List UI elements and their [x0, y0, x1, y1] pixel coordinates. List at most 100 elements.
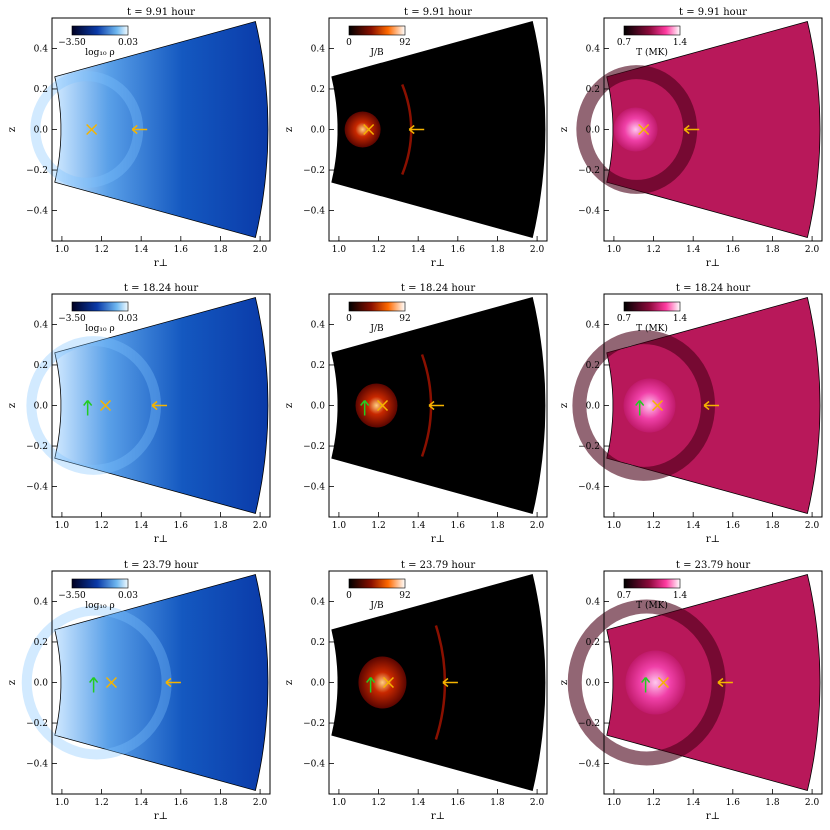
colorbar-label: T (MK) [636, 600, 668, 611]
cross-marker [99, 399, 112, 412]
x-tick-label: 1.4 [411, 798, 426, 808]
y-tick-label: 0.4 [311, 44, 326, 54]
panel-current-row-2: 1.0 1.2 1.4 1.6 1.8 2.0 r⊥ 0.4 0.2 0.0 −0.2 −0.4 z t … [284, 283, 548, 545]
colorbar-max-label: 92 [399, 314, 410, 324]
x-tick-label: 1.0 [332, 798, 347, 808]
x-tick-label: 1.8 [213, 245, 228, 255]
y-axis-label: z [284, 127, 295, 132]
x-tick-label: 1.2 [94, 798, 108, 808]
colorbar [623, 578, 681, 589]
x-tick-label: 1.6 [174, 798, 189, 808]
x-tick-label: 1.8 [490, 798, 505, 808]
panel-title: t = 9.91 hour [127, 7, 195, 18]
colorbar-label: J/B [369, 601, 384, 611]
y-axis-label: z [284, 403, 295, 408]
y-tick-label: −0.2 [578, 442, 600, 452]
green-arrow [83, 400, 93, 416]
y-tick-label: 0.4 [586, 597, 601, 607]
colorbar-max-label: 1.4 [673, 591, 688, 601]
x-tick-label: 1.2 [371, 798, 385, 808]
x-tick-label: 1.4 [134, 245, 149, 255]
colorbar-label: T (MK) [636, 323, 668, 334]
front-arrow [165, 677, 181, 688]
x-axis-label: r⊥ [154, 258, 168, 269]
y-axis-label: z [7, 127, 18, 132]
y-tick-label: 0.4 [34, 44, 49, 54]
colorbar-max-label: 0.03 [118, 38, 138, 48]
x-tick-label: 2.0 [530, 521, 545, 531]
x-tick-label: 1.2 [94, 245, 108, 255]
y-tick-label: 0.2 [34, 85, 48, 95]
colorbar-min-label: 0 [346, 591, 352, 601]
x-tick-label: 1.6 [174, 245, 189, 255]
x-tick-label: 1.2 [371, 245, 385, 255]
colorbar-max-label: 92 [399, 38, 410, 48]
x-tick-label: 1.8 [765, 798, 780, 808]
y-tick-label: 0.0 [586, 126, 601, 136]
front-arrow [442, 677, 458, 688]
y-tick-label: 0.0 [586, 402, 601, 412]
colorbar-min-label: 0.7 [617, 591, 632, 601]
colorbar [348, 578, 406, 589]
panel-temperature-row-3: 1.0 1.2 1.4 1.6 1.8 2.0 r⊥ 0.4 0.2 0.0 −0.2 −0.4 z t … [559, 560, 823, 822]
y-tick-label: −0.4 [578, 760, 600, 770]
x-axis-label: r⊥ [431, 258, 445, 269]
current-core [344, 111, 381, 148]
y-tick-label: −0.2 [578, 719, 600, 729]
panel-title: t = 18.24 hour [124, 283, 198, 294]
y-tick-label: −0.4 [578, 483, 600, 493]
y-tick-label: −0.4 [26, 760, 48, 770]
x-tick-label: 1.0 [607, 798, 622, 808]
temperature-core [613, 107, 658, 152]
y-tick-label: −0.4 [26, 483, 48, 493]
x-tick-label: 2.0 [530, 245, 545, 255]
colorbar-label: log₁₀ ρ [85, 601, 114, 611]
y-tick-label: −0.2 [26, 166, 48, 176]
y-tick-label: 0.4 [311, 320, 326, 330]
y-tick-label: 0.2 [34, 638, 48, 648]
wedge-image [54, 574, 269, 791]
front-arrow [717, 677, 733, 688]
y-tick-label: −0.2 [578, 166, 600, 176]
y-tick-label: 0.0 [586, 679, 601, 689]
cross-marker [657, 676, 669, 689]
x-tick-label: 1.4 [411, 245, 426, 255]
colorbar-min-label: 0.7 [617, 38, 632, 48]
y-tick-label: 0.0 [34, 126, 49, 136]
x-tick-label: 2.0 [805, 798, 820, 808]
y-tick-label: −0.4 [26, 207, 48, 217]
colorbar-label: J/B [369, 48, 384, 58]
cross-marker [382, 676, 394, 689]
x-tick-label: 1.8 [490, 521, 505, 531]
x-tick-label: 1.8 [765, 521, 780, 531]
green-arrow [360, 400, 370, 416]
green-arrow [366, 677, 376, 693]
x-tick-label: 1.6 [726, 521, 741, 531]
y-tick-label: 0.0 [311, 679, 326, 689]
y-tick-label: 0.0 [311, 402, 326, 412]
y-tick-label: −0.2 [26, 442, 48, 452]
colorbar-label: J/B [369, 324, 384, 334]
colorbar-label: log₁₀ ρ [85, 48, 114, 58]
x-tick-label: 1.4 [134, 798, 149, 808]
y-tick-label: 0.2 [311, 361, 325, 371]
y-tick-label: 0.2 [586, 85, 600, 95]
x-tick-label: 1.6 [726, 245, 741, 255]
y-tick-label: 0.0 [311, 126, 326, 136]
x-axis-label: r⊥ [706, 534, 720, 545]
wedge-image [331, 574, 546, 791]
colorbar [623, 25, 681, 36]
panel-density-row-2: 1.0 1.2 1.4 1.6 1.8 2.0 r⊥ 0.4 0.2 0.0 −0.2 −0.4 z t … [7, 283, 271, 545]
y-tick-label: −0.4 [303, 207, 325, 217]
x-tick-label: 1.2 [646, 521, 660, 531]
colorbar-min-label: −3.50 [58, 591, 86, 601]
colorbar-max-label: 1.4 [673, 314, 688, 324]
x-axis-label: r⊥ [154, 811, 168, 822]
y-tick-label: 0.4 [311, 597, 326, 607]
y-tick-label: 0.2 [34, 361, 48, 371]
y-axis-label: z [559, 403, 570, 408]
panel-title: t = 23.79 hour [124, 560, 198, 571]
colorbar [71, 25, 129, 36]
wedge-image [54, 21, 269, 238]
colorbar [623, 301, 681, 312]
